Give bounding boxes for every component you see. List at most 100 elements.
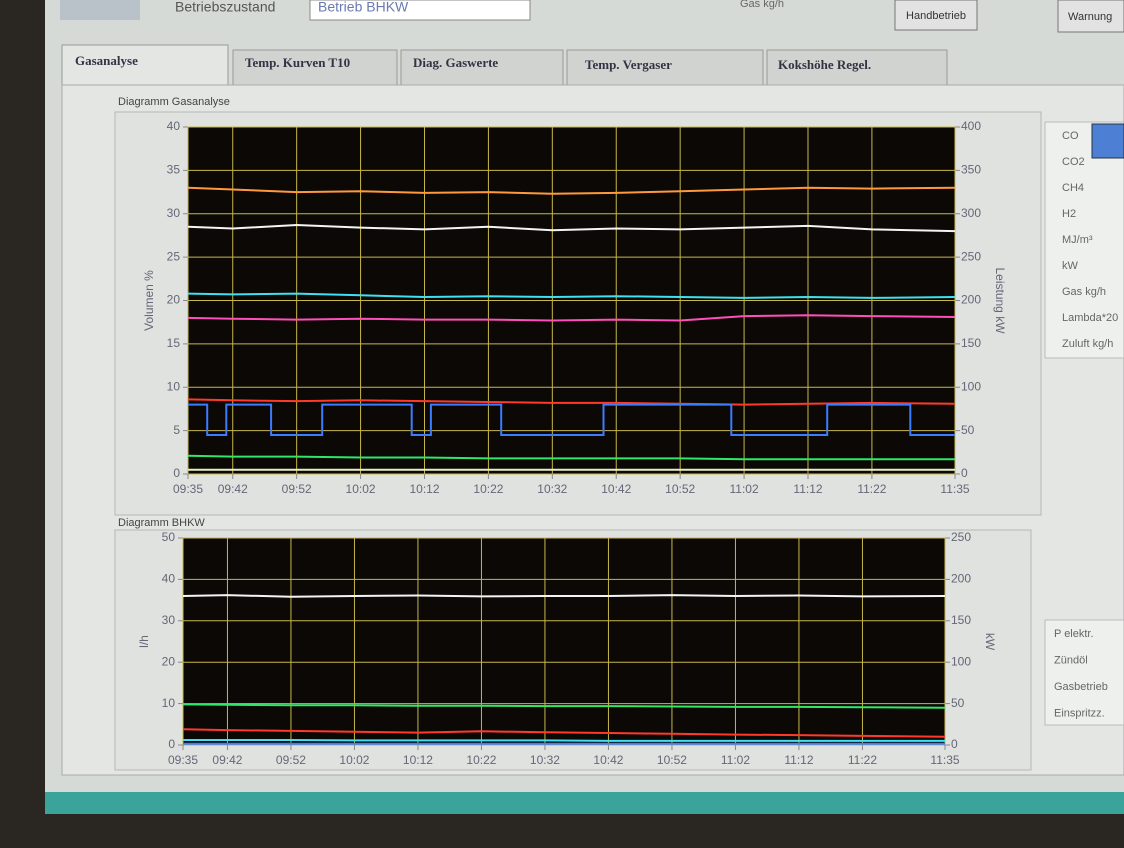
- data-line: [182, 728, 946, 738]
- y2-tick-label: 250: [961, 249, 981, 263]
- x-tick-label: 10:42: [601, 482, 631, 496]
- gas-label: Gas kg/h: [740, 0, 784, 10]
- side-label: Gasbetrieb: [1054, 681, 1108, 693]
- x-tick-label: 11:22: [857, 482, 886, 496]
- chart-title: Diagramm Gasanalyse: [118, 96, 230, 108]
- x-tick-label: 11:22: [848, 753, 877, 767]
- x-tick-label: 09:35: [173, 482, 203, 496]
- side-label: P elektr.: [1054, 628, 1094, 640]
- y2-tick-label: 100: [961, 379, 981, 393]
- tab[interactable]: [400, 49, 564, 86]
- side-label: H2: [1062, 208, 1076, 220]
- y-tick-label: 50: [162, 530, 176, 544]
- chart-title: Diagramm BHKW: [118, 517, 205, 529]
- y-tick-label: 10: [162, 696, 176, 710]
- data-line: [187, 292, 956, 299]
- data-line: [187, 398, 956, 406]
- side-label: Lambda*20: [1062, 312, 1118, 324]
- tab-label[interactable]: Kokshöhe Regel.: [778, 57, 871, 72]
- x-tick-label: 09:42: [218, 482, 248, 496]
- x-tick-label: 10:02: [339, 753, 369, 767]
- y2-tick-label: 150: [961, 336, 981, 350]
- x-tick-label: 10:32: [537, 482, 567, 496]
- y-tick-label: 40: [162, 572, 176, 586]
- indicator: [1091, 123, 1124, 159]
- y2-tick-label: 200: [961, 293, 981, 307]
- side-label: Gas kg/h: [1062, 286, 1106, 298]
- y-tick-label: 15: [167, 336, 181, 350]
- tab[interactable]: [232, 49, 398, 86]
- side-label: Einspritzz.: [1054, 707, 1105, 719]
- side-label: Zündöl: [1054, 654, 1088, 666]
- side-panel: [1044, 619, 1124, 726]
- data-line: [182, 594, 946, 598]
- y2-tick-label: 300: [961, 206, 981, 220]
- data-line: [187, 454, 955, 461]
- side-label: kW: [1062, 260, 1079, 272]
- x-tick-label: 10:52: [657, 753, 687, 767]
- x-tick-label: 10:42: [593, 753, 623, 767]
- status-field: [309, 0, 531, 21]
- side-label: MJ/m³: [1062, 234, 1093, 246]
- side-label: CO2: [1062, 156, 1085, 168]
- manual-button-label[interactable]: Handbetrieb: [906, 10, 966, 22]
- x-tick-label: 10:22: [473, 482, 503, 496]
- y-tick-label: 25: [167, 249, 181, 263]
- y2-tick-label: 250: [951, 530, 971, 544]
- y2-tick-label: 350: [961, 163, 981, 177]
- data-line: [183, 739, 945, 742]
- y2-tick-label: 0: [961, 466, 968, 480]
- y-tick-label: 30: [167, 206, 181, 220]
- status-label: Betriebszustand: [175, 0, 275, 15]
- tab-label[interactable]: Diag. Gaswerte: [413, 55, 498, 70]
- side-panel: [1044, 121, 1124, 359]
- y2-tick-label: 150: [951, 613, 971, 627]
- tab-label[interactable]: Gasanalyse: [75, 53, 138, 68]
- data-line: [188, 403, 955, 436]
- manual-button[interactable]: [894, 0, 978, 31]
- y2-tick-label: 200: [951, 572, 971, 586]
- y-tick-label: 30: [162, 613, 176, 627]
- y-tick-label: 20: [167, 293, 181, 307]
- status-strip: [45, 792, 1124, 814]
- x-tick-label: 11:02: [721, 753, 750, 767]
- y-tick-label: 20: [162, 654, 176, 668]
- y2-axis-label: Leistung kW: [993, 267, 1007, 334]
- y2-tick-label: 100: [951, 654, 971, 668]
- y-tick-label: 0: [168, 737, 175, 751]
- x-tick-label: 11:12: [793, 482, 822, 496]
- data-line: [182, 703, 946, 709]
- warning-button-label[interactable]: Warnung: [1068, 11, 1112, 23]
- x-tick-label: 11:02: [730, 482, 759, 496]
- tab-label[interactable]: Temp. Vergaser: [585, 57, 672, 72]
- y2-tick-label: 0: [951, 737, 958, 751]
- x-tick-label: 10:22: [466, 753, 496, 767]
- data-line: [187, 314, 956, 322]
- data-line: [187, 223, 956, 233]
- y-tick-label: 40: [167, 119, 181, 133]
- y-tick-label: 0: [173, 466, 180, 480]
- icon-button[interactable]: [60, 0, 140, 20]
- x-tick-label: 10:52: [665, 482, 695, 496]
- data-line: [187, 186, 956, 195]
- x-tick-label: 11:12: [784, 753, 813, 767]
- x-tick-label: 09:52: [276, 753, 306, 767]
- side-label: CH4: [1062, 182, 1084, 194]
- y2-tick-label: 400: [961, 119, 981, 133]
- tab-label[interactable]: Temp. Kurven T10: [245, 55, 350, 70]
- x-tick-label: 10:12: [409, 482, 439, 496]
- side-label: Zuluft kg/h: [1062, 338, 1113, 350]
- y-tick-label: 10: [167, 379, 181, 393]
- x-tick-label: 10:32: [530, 753, 560, 767]
- side-label: CO: [1062, 130, 1079, 142]
- warning-button[interactable]: [1057, 0, 1124, 33]
- y-axis-label: Volumen %: [142, 270, 156, 331]
- x-tick-label: 09:52: [282, 482, 312, 496]
- y-tick-label: 5: [173, 423, 180, 437]
- y-axis-label: l/h: [137, 635, 151, 648]
- tab[interactable]: [61, 44, 229, 86]
- y2-tick-label: 50: [961, 423, 975, 437]
- y-tick-label: 35: [167, 163, 181, 177]
- status-value: Betrieb BHKW: [318, 0, 409, 15]
